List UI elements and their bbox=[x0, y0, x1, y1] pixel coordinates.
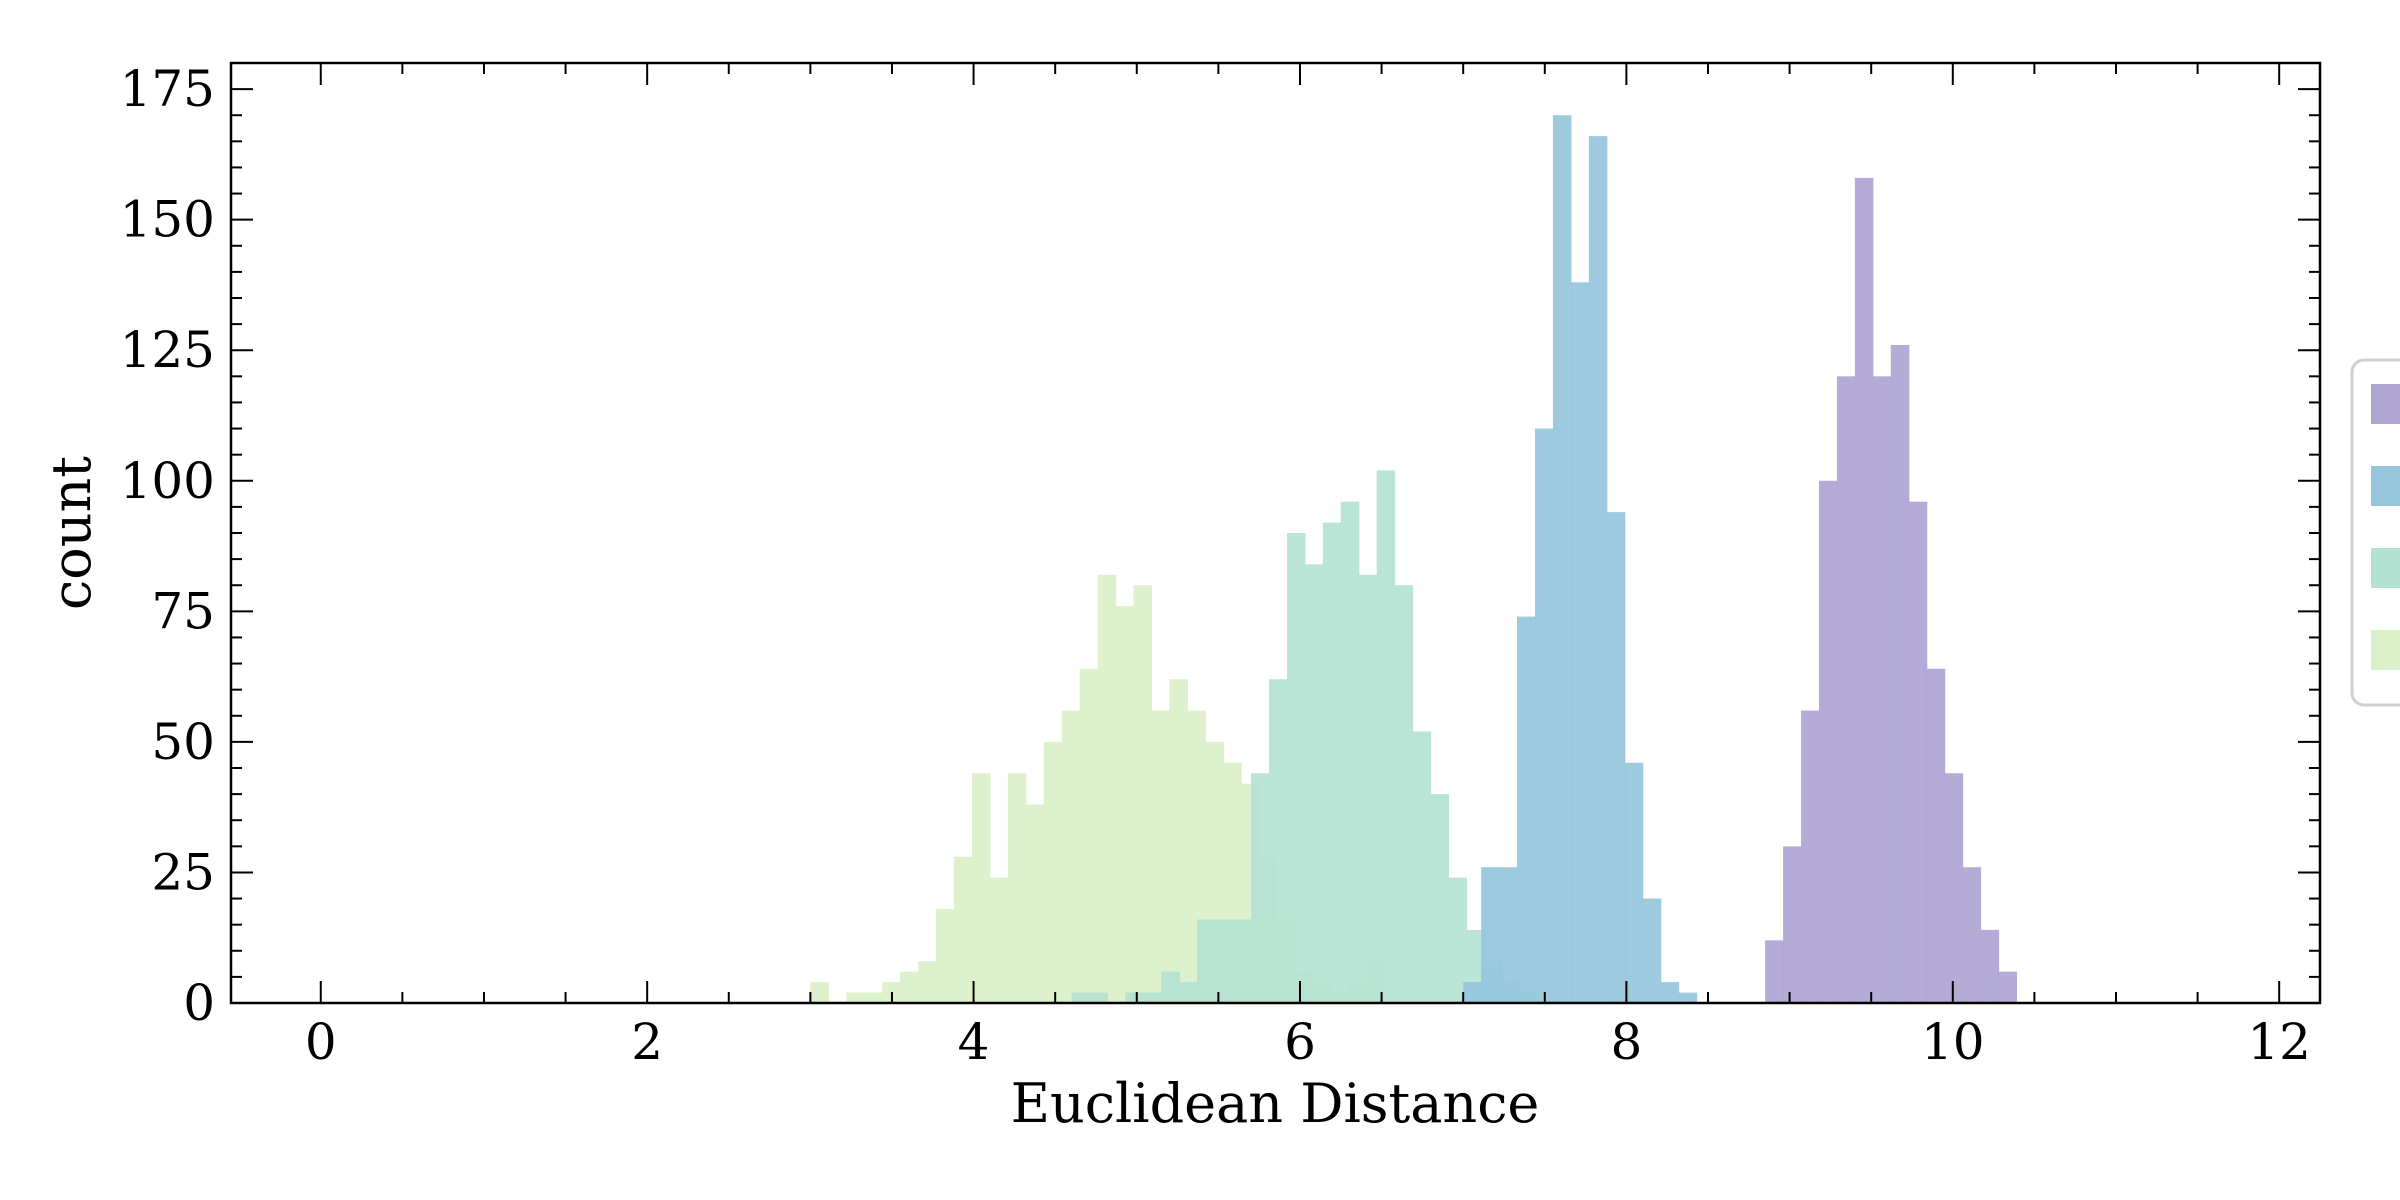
y-tick-label: 50 bbox=[151, 713, 215, 771]
histogram-bar-series-4 bbox=[1926, 668, 1946, 1003]
histogram-bar-series-1 bbox=[810, 982, 829, 1003]
histogram-bar-series-2 bbox=[1179, 982, 1198, 1003]
histogram-bar-series-1 bbox=[1007, 773, 1027, 1003]
legend-swatch bbox=[2371, 384, 2400, 424]
axis-ticks bbox=[231, 62, 2320, 1004]
axis-tick-labels: 0 2 4 6 8 10 12 0 25 50 75 100 125 150 175 bbox=[120, 60, 2311, 1071]
x-tick-label: 6 bbox=[1284, 1013, 1316, 1071]
histogram-bar-series-4 bbox=[1854, 177, 1874, 1003]
legend-swatch bbox=[2371, 630, 2400, 670]
histogram-bar-series-4 bbox=[1818, 480, 1838, 1003]
histogram-bar-series-4 bbox=[1944, 773, 1964, 1003]
histogram-bar-series-4 bbox=[1872, 376, 1892, 1004]
x-tick-label: 2 bbox=[631, 1013, 663, 1071]
histogram-bar-series-2 bbox=[1125, 992, 1144, 1003]
histogram-bar-series-2 bbox=[1394, 585, 1414, 1003]
legend bbox=[2350, 358, 2400, 707]
histogram-bars bbox=[810, 115, 2018, 1004]
legend-frame bbox=[2350, 358, 2400, 707]
histogram-bar-series-3 bbox=[1606, 512, 1626, 1003]
histogram-bar-series-1 bbox=[953, 856, 973, 1003]
histogram-bar-series-3 bbox=[1624, 762, 1644, 1003]
y-tick-label: 175 bbox=[120, 60, 215, 118]
histogram-bar-series-3 bbox=[1499, 867, 1518, 1003]
x-tick-label: 10 bbox=[1921, 1013, 1985, 1071]
histogram-bar-series-2 bbox=[1376, 470, 1396, 1004]
x-axis-label: Euclidean Distance bbox=[1011, 1072, 1540, 1135]
histogram-bar-series-3 bbox=[1552, 115, 1572, 1004]
y-tick-label: 0 bbox=[183, 974, 215, 1032]
x-tick-label: 4 bbox=[958, 1013, 990, 1071]
histogram-bar-series-2 bbox=[1197, 919, 1216, 1003]
y-tick-label: 25 bbox=[151, 843, 215, 901]
histogram-bar-series-2 bbox=[1412, 731, 1432, 1003]
histogram-bar-series-2 bbox=[1233, 919, 1252, 1003]
x-tick-label: 8 bbox=[1610, 1013, 1642, 1071]
x-tick-label: 0 bbox=[305, 1013, 337, 1071]
histogram-bar-series-2 bbox=[1430, 794, 1450, 1003]
histogram-bar-series-2 bbox=[1340, 501, 1360, 1003]
histogram-bar-series-1 bbox=[1133, 585, 1153, 1003]
legend-swatch bbox=[2371, 548, 2400, 588]
histogram-bar-series-3 bbox=[1570, 282, 1590, 1004]
histogram-bar-series-1 bbox=[936, 909, 955, 1003]
histogram-bar-series-4 bbox=[1783, 846, 1802, 1003]
histogram-bar-series-3 bbox=[1588, 136, 1608, 1004]
x-tick-label: 12 bbox=[2247, 1013, 2311, 1071]
legend-swatch bbox=[2371, 466, 2400, 506]
histogram-bar-series-4 bbox=[1998, 971, 2018, 1003]
histogram-bar-series-1 bbox=[918, 961, 937, 1003]
y-tick-label: 100 bbox=[120, 452, 215, 510]
histogram-bar-series-3 bbox=[1660, 982, 1680, 1003]
histogram-bar-series-1 bbox=[1169, 679, 1188, 1003]
histogram-bar-series-1 bbox=[1115, 606, 1135, 1003]
histogram-bar-series-1 bbox=[1025, 804, 1045, 1003]
histogram-bar-series-2 bbox=[1286, 533, 1306, 1003]
histogram-bar-series-1 bbox=[1043, 741, 1063, 1003]
histogram-bar-series-2 bbox=[1215, 919, 1234, 1003]
histogram-bar-series-2 bbox=[1161, 971, 1180, 1003]
histogram-bar-series-4 bbox=[1980, 929, 2000, 1003]
histogram-bar-series-4 bbox=[1801, 710, 1820, 1003]
histogram-bar-series-2 bbox=[1358, 574, 1378, 1003]
histogram-bar-series-3 bbox=[1642, 898, 1662, 1003]
y-tick-label: 75 bbox=[151, 582, 215, 640]
histogram-bar-series-1 bbox=[989, 877, 1009, 1003]
histogram-bar-series-1 bbox=[1097, 574, 1117, 1003]
histogram-bar-series-3 bbox=[1517, 616, 1536, 1003]
histogram-bar-series-4 bbox=[1962, 867, 1982, 1003]
histogram-bar-series-1 bbox=[971, 773, 991, 1003]
histogram-bar-series-2 bbox=[1322, 522, 1342, 1003]
histogram-bar-series-4 bbox=[1836, 376, 1856, 1004]
histogram-bar-series-2 bbox=[1251, 773, 1270, 1003]
histogram-bar-series-4 bbox=[1890, 345, 1910, 1003]
histogram-bar-series-1 bbox=[1151, 710, 1171, 1003]
histogram-bar-series-1 bbox=[1061, 710, 1081, 1003]
histogram-bar-series-3 bbox=[1481, 867, 1500, 1003]
y-tick-label: 125 bbox=[120, 321, 215, 379]
histogram-bar-series-1 bbox=[1079, 668, 1099, 1003]
histogram-bar-series-2 bbox=[1143, 992, 1162, 1003]
y-axis-label: count bbox=[40, 456, 103, 610]
histogram-bar-series-3 bbox=[1534, 428, 1554, 1003]
histogram-bar-series-2 bbox=[1071, 992, 1091, 1003]
histogram-bar-series-2 bbox=[1268, 679, 1288, 1003]
histogram-bar-series-3 bbox=[1678, 992, 1698, 1003]
histogram-bar-series-2 bbox=[1304, 564, 1324, 1003]
histogram-bar-series-1 bbox=[864, 992, 883, 1003]
histogram-bar-series-3 bbox=[1463, 982, 1482, 1003]
histogram-bar-series-2 bbox=[1448, 877, 1468, 1003]
y-tick-label: 150 bbox=[120, 191, 215, 249]
histogram-bar-series-4 bbox=[1765, 940, 1784, 1003]
histogram-bar-series-1 bbox=[900, 971, 919, 1003]
histogram-bar-series-1 bbox=[846, 992, 865, 1003]
histogram-bar-series-4 bbox=[1908, 501, 1928, 1003]
histogram-bar-series-2 bbox=[1089, 992, 1108, 1003]
